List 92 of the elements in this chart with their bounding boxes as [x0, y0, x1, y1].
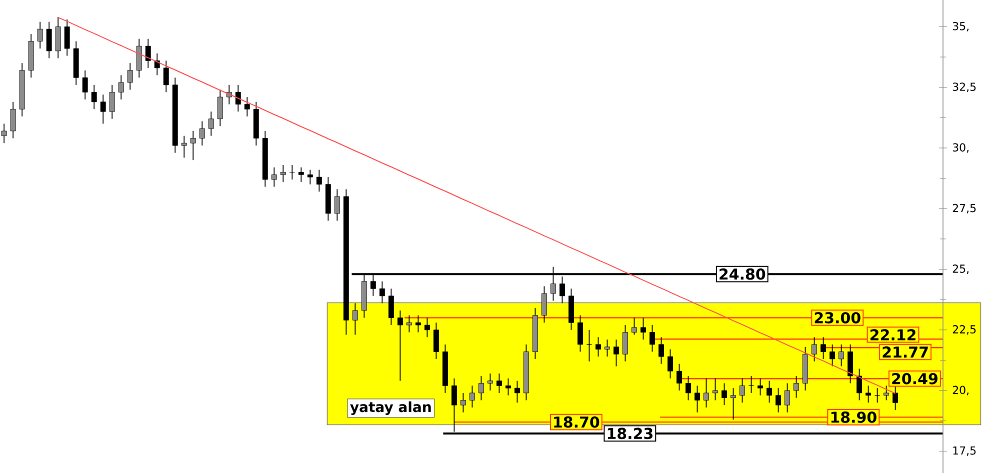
candlestick — [676, 363, 682, 391]
candlestick — [307, 169, 313, 185]
ref-line-label: 22.12 — [870, 329, 916, 340]
ref-line-label: 24.80 — [720, 268, 766, 280]
candlestick — [289, 164, 295, 180]
candlestick — [163, 60, 169, 93]
candlestick — [424, 317, 430, 338]
candlestick — [766, 380, 772, 404]
candlestick — [686, 376, 691, 401]
candlestick — [668, 348, 673, 379]
candlestick — [127, 62, 133, 90]
y-tick-label: 27,5 — [952, 204, 976, 214]
candlestick — [496, 373, 502, 394]
ref-line-label: 18.90 — [831, 412, 876, 423]
candlestick — [91, 84, 97, 110]
candlestick — [1, 123, 7, 144]
candlestick — [866, 385, 872, 404]
candlestick — [487, 373, 493, 391]
band-label: yatay alan — [350, 401, 431, 416]
ref-line-label: 20.49 — [892, 372, 938, 384]
candlestick — [334, 188, 340, 222]
candlestick — [46, 21, 52, 59]
candlestick — [694, 385, 700, 413]
candlestick — [820, 336, 826, 360]
candlestick — [316, 169, 322, 192]
y-tick-label: 32,5 — [952, 82, 976, 92]
ref-line-label: 23.00 — [814, 312, 860, 324]
candlestick — [604, 339, 610, 358]
ref-line-label: 18.70 — [554, 416, 600, 428]
candlestick — [740, 378, 745, 404]
candlestick — [830, 344, 835, 367]
candlestick — [190, 130, 196, 161]
candlestick — [397, 310, 403, 382]
candlestick — [10, 101, 16, 139]
candlestick — [100, 94, 106, 124]
candlestick — [460, 392, 466, 413]
candlestick — [892, 385, 898, 410]
y-tick-label: 22,5 — [952, 325, 976, 335]
candlestick — [614, 339, 619, 367]
candlestick — [388, 288, 394, 326]
candlestick — [874, 388, 880, 404]
candlestick — [298, 166, 304, 182]
y-tick-label: 30, — [952, 143, 968, 153]
candlestick — [794, 376, 799, 398]
candlestick — [415, 314, 421, 333]
candlestick — [181, 135, 187, 158]
candlestick — [776, 388, 781, 413]
candlestick — [595, 336, 601, 358]
candlestick — [64, 18, 70, 56]
candlestick — [577, 314, 583, 352]
candlestick — [730, 388, 736, 420]
y-tick-label: 17,5 — [953, 446, 976, 456]
candlestick — [406, 314, 412, 333]
ref-line-label: 21.77 — [882, 346, 928, 358]
candlestick — [784, 382, 790, 413]
candlestick — [640, 317, 646, 340]
candlestick — [758, 378, 763, 396]
candlestick — [109, 84, 115, 120]
y-tick-label: 25, — [952, 264, 968, 274]
candlestick — [514, 380, 520, 404]
ref-line-label: 18.23 — [608, 428, 652, 440]
candlestick — [244, 96, 250, 117]
candlestick — [704, 378, 709, 408]
candlestick — [82, 70, 88, 100]
candlestick — [812, 336, 817, 362]
candlestick — [217, 89, 223, 127]
y-tick-label: 35, — [952, 22, 968, 32]
candlestick — [37, 21, 43, 49]
candlestick — [622, 324, 628, 362]
candlestick — [884, 385, 890, 401]
candlestick — [145, 38, 151, 68]
candlestick — [712, 378, 718, 401]
candlestick — [505, 378, 511, 396]
candlestick — [838, 344, 844, 367]
candlestick — [280, 164, 286, 182]
candlestick — [650, 324, 655, 352]
candlestick — [722, 382, 727, 406]
candlestick — [469, 385, 475, 408]
candlestick — [856, 368, 862, 401]
candlestick — [586, 329, 592, 362]
y-tick-label: 20, — [952, 386, 968, 396]
candlestick — [433, 322, 439, 360]
candlestick — [632, 317, 637, 336]
candlestick — [748, 376, 754, 394]
candlestick — [118, 74, 124, 100]
candlestick — [208, 111, 214, 136]
candlestick — [658, 336, 664, 364]
candlestick — [271, 166, 277, 188]
candlestick — [478, 376, 484, 401]
candlestick — [379, 280, 385, 304]
candlestick — [199, 120, 205, 146]
candlestick — [235, 84, 241, 112]
